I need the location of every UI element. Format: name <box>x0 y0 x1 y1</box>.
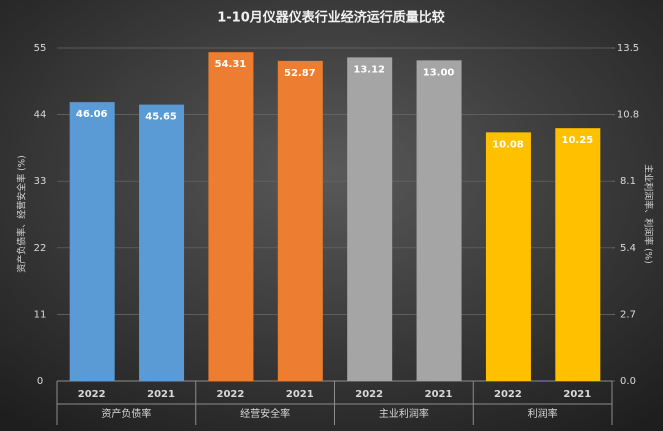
y-tick-label: 33 <box>34 176 47 187</box>
y-axis-label: 资产负债率、经营安全率 (%) <box>16 155 28 272</box>
bar <box>208 52 254 381</box>
value-label: 52.87 <box>284 68 316 79</box>
value-label: 10.08 <box>492 139 524 150</box>
value-label: 10.25 <box>561 135 593 146</box>
value-label: 46.06 <box>76 109 108 120</box>
x-tick-label: 2022 <box>355 389 383 400</box>
group-label: 利润率 <box>528 407 558 420</box>
y-tick-label: 11 <box>34 309 47 320</box>
y2-tick-label: 10.8 <box>617 110 639 121</box>
chart-title: 1-10月仪器仪表行业经济运行质量比较 <box>217 10 445 26</box>
x-tick-label: 2021 <box>425 389 453 400</box>
x-tick-label: 2022 <box>217 389 245 400</box>
y2-tick-label: 2.7 <box>620 309 636 320</box>
y-tick-label: 44 <box>34 110 47 121</box>
value-label: 54.31 <box>215 59 247 70</box>
y-tick-label: 0 <box>37 376 43 387</box>
y2-tick-label: 8.1 <box>620 176 636 187</box>
bar <box>416 60 462 381</box>
bar <box>69 102 115 382</box>
bar <box>277 60 323 382</box>
bar <box>347 57 393 382</box>
y-tick-label: 22 <box>34 243 47 254</box>
y2-axis-label: 主业利润率、利润率 (%) <box>643 164 655 263</box>
bar <box>485 132 531 381</box>
value-label: 13.12 <box>353 64 385 75</box>
x-tick-label: 2021 <box>563 389 591 400</box>
value-label: 45.65 <box>145 112 177 123</box>
x-tick-label: 2022 <box>494 389 522 400</box>
x-tick-label: 2021 <box>286 389 314 400</box>
group-label: 资产负债率 <box>101 407 151 420</box>
value-label: 13.00 <box>423 67 455 78</box>
bar <box>555 128 601 381</box>
bar <box>139 104 185 382</box>
group-label: 主业利润率 <box>379 407 429 420</box>
x-tick-label: 2022 <box>78 389 106 400</box>
y2-tick-label: 13.5 <box>617 43 639 54</box>
y2-tick-label: 0.0 <box>620 376 636 387</box>
x-tick-label: 2021 <box>147 389 175 400</box>
y-tick-label: 55 <box>34 43 47 54</box>
group-label: 经营安全率 <box>240 407 290 420</box>
y2-tick-label: 5.4 <box>620 243 636 254</box>
